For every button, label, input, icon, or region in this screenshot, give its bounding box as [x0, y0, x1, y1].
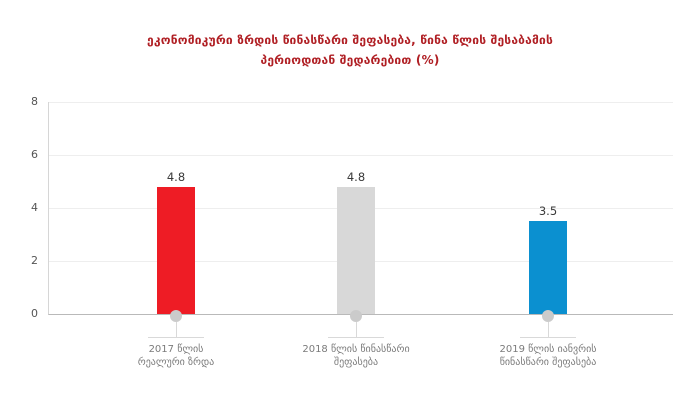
y-axis-tick-4: 4	[31, 201, 38, 214]
bar-group-2018: 4.8	[337, 170, 375, 314]
category-label-2018: 2018 წლის წინასწარი შეფასება	[256, 343, 456, 369]
axis-marker-dot	[170, 310, 182, 322]
gridline	[49, 102, 673, 103]
bar-2018-preliminary-estimate	[337, 187, 375, 314]
axis-marker-dot	[350, 310, 362, 322]
label-connector-bar	[520, 337, 576, 338]
bar-value-label: 4.8	[166, 170, 186, 184]
chart-title-line1: ეკონომიკური ზრდის წინასწარი შეფასება, წი…	[147, 33, 553, 47]
category-column-2017: 4.8 2017 წლის რეალური ზრდა	[86, 102, 266, 400]
category-label-2017: 2017 წლის რეალური ზრდა	[76, 343, 276, 369]
category-label-line2: შეფასება	[333, 357, 379, 368]
category-column-2019: 3.5 2019 წლის იანვრის წინასწარი შეფასება	[458, 102, 638, 400]
chart-title-line2: პერიოდთან შედარებით (%)	[260, 53, 440, 67]
bar-2019-january-estimate	[529, 221, 567, 314]
bar-2017-real-growth	[157, 187, 195, 314]
bar-value-label: 3.5	[538, 204, 558, 218]
label-connector-bar	[148, 337, 204, 338]
chart-title: ეკონომიკური ზრდის წინასწარი შეფასება, წი…	[0, 30, 700, 70]
label-connector-stem	[548, 322, 549, 337]
category-label-line2: რეალური ზრდა	[137, 357, 215, 368]
category-label-line1: 2018 წლის წინასწარი	[302, 344, 410, 355]
bar-group-2019: 3.5	[529, 204, 567, 314]
label-connector-stem	[176, 322, 177, 337]
y-axis-tick-6: 6	[31, 148, 38, 161]
y-axis-tick-8: 8	[31, 95, 38, 108]
y-axis-tick-2: 2	[31, 254, 38, 267]
category-label-line2: წინასწარი შეფასება	[499, 357, 597, 368]
label-connector-stem	[356, 322, 357, 337]
axis-marker-dot	[542, 310, 554, 322]
bar-group-2017: 4.8	[157, 170, 195, 314]
category-column-2018: 4.8 2018 წლის წინასწარი შეფასება	[266, 102, 446, 400]
category-label-2019: 2019 წლის იანვრის წინასწარი შეფასება	[448, 343, 648, 369]
label-connector-bar	[328, 337, 384, 338]
y-axis-tick-0: 0	[31, 307, 38, 320]
bar-value-label: 4.8	[346, 170, 366, 184]
category-label-line1: 2017 წლის	[148, 344, 204, 355]
category-label-line1: 2019 წლის იანვრის	[499, 344, 597, 355]
gridline	[49, 155, 673, 156]
